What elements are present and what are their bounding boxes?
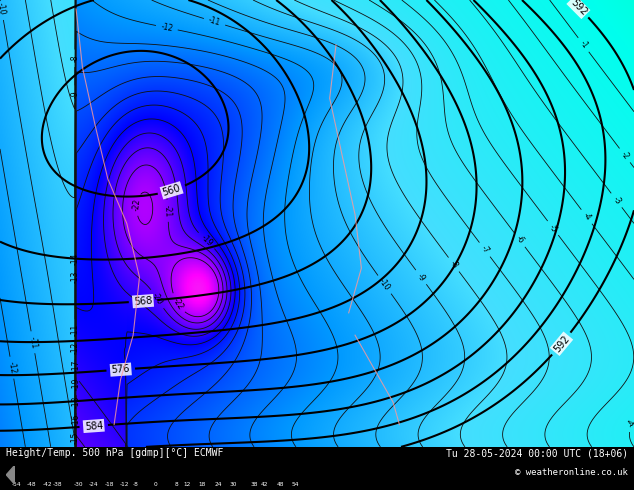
Text: -9: -9 xyxy=(415,271,427,283)
Text: -12: -12 xyxy=(120,482,130,487)
Text: -11: -11 xyxy=(70,324,79,337)
Text: -22: -22 xyxy=(132,198,142,211)
Text: -12: -12 xyxy=(160,22,174,33)
Text: -4: -4 xyxy=(581,211,593,222)
Text: -54: -54 xyxy=(11,482,22,487)
Text: -1: -1 xyxy=(578,39,590,50)
Text: 24: 24 xyxy=(214,482,222,487)
Text: -8: -8 xyxy=(133,482,138,487)
Text: -11: -11 xyxy=(27,336,39,349)
Text: 42: 42 xyxy=(261,482,268,487)
Text: 584: 584 xyxy=(84,420,103,432)
Text: -14: -14 xyxy=(71,252,80,265)
Text: -19: -19 xyxy=(199,233,214,248)
Text: Height/Temp. 500 hPa [gdmp][°C] ECMWF: Height/Temp. 500 hPa [gdmp][°C] ECMWF xyxy=(6,448,224,458)
Text: 592: 592 xyxy=(552,333,571,354)
Text: 38: 38 xyxy=(250,482,258,487)
Text: -11: -11 xyxy=(207,16,222,28)
Text: -18: -18 xyxy=(105,482,114,487)
Text: 30: 30 xyxy=(230,482,237,487)
Text: -22: -22 xyxy=(171,296,184,311)
Text: -13: -13 xyxy=(71,270,80,283)
Text: 568: 568 xyxy=(133,295,153,307)
Text: 592: 592 xyxy=(568,0,588,17)
Text: 560: 560 xyxy=(161,183,182,198)
Text: -12: -12 xyxy=(6,361,17,374)
Text: -18: -18 xyxy=(72,396,81,408)
Text: -4: -4 xyxy=(626,418,634,429)
Text: -17: -17 xyxy=(72,360,81,372)
Text: -16: -16 xyxy=(71,414,80,426)
Text: 54: 54 xyxy=(292,482,299,487)
Text: -21: -21 xyxy=(163,204,172,217)
Text: 0: 0 xyxy=(154,482,158,487)
Text: -12: -12 xyxy=(70,342,80,354)
Text: -20: -20 xyxy=(150,292,164,307)
Text: 8: 8 xyxy=(175,482,179,487)
Text: -9: -9 xyxy=(70,90,79,98)
Text: -19: -19 xyxy=(72,378,81,391)
Text: -3: -3 xyxy=(611,195,623,206)
Text: -24: -24 xyxy=(89,482,99,487)
Text: 18: 18 xyxy=(199,482,206,487)
Text: -10: -10 xyxy=(0,2,7,16)
Text: 576: 576 xyxy=(111,364,131,375)
Text: 12: 12 xyxy=(183,482,191,487)
Text: 48: 48 xyxy=(276,482,283,487)
Text: -15: -15 xyxy=(71,432,80,444)
Text: -5: -5 xyxy=(547,222,559,234)
Text: -10: -10 xyxy=(377,277,392,292)
Text: -2: -2 xyxy=(619,150,631,161)
Text: -42: -42 xyxy=(42,482,52,487)
Text: -30: -30 xyxy=(74,482,83,487)
Polygon shape xyxy=(6,466,15,484)
Text: Tu 28-05-2024 00:00 UTC (18+06): Tu 28-05-2024 00:00 UTC (18+06) xyxy=(446,448,628,458)
Text: -7: -7 xyxy=(479,244,491,255)
Text: -38: -38 xyxy=(53,482,63,487)
Text: -8: -8 xyxy=(448,259,460,270)
Text: -48: -48 xyxy=(27,482,37,487)
Text: © weatheronline.co.uk: © weatheronline.co.uk xyxy=(515,467,628,477)
Text: -8: -8 xyxy=(70,54,79,62)
Text: -6: -6 xyxy=(514,234,526,245)
